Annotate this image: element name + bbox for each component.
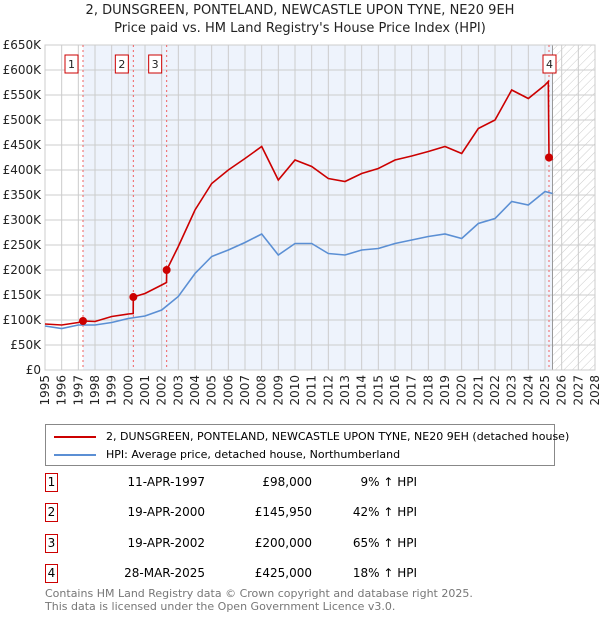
x-tick-label: 2002	[155, 375, 169, 406]
legend-label-hpi: HPI: Average price, detached house, Nort…	[106, 448, 401, 461]
sale-number: 2	[45, 503, 58, 522]
chart-subtitle: Price paid vs. HM Land Registry's House …	[114, 21, 486, 36]
x-tick-label: 2021	[471, 375, 485, 406]
footer-copyright: Contains HM Land Registry data © Crown c…	[45, 587, 473, 600]
y-tick-label: £550K	[3, 88, 43, 102]
sale-hpi-change: 9% ↑ HPI	[360, 475, 417, 489]
sale-label: 3	[152, 58, 159, 71]
sale-price: £98,000	[262, 475, 312, 489]
y-tick-label: £300K	[3, 213, 43, 227]
sale-date: 28-MAR-2025	[124, 566, 205, 580]
y-tick-label: £600K	[3, 63, 43, 77]
legend-item-hpi: HPI: Average price, detached house, Nort…	[54, 448, 400, 461]
y-tick-label: £150K	[3, 288, 43, 302]
sale-label: 1	[68, 58, 75, 71]
x-tick-label: 2013	[338, 375, 352, 406]
sale-number: 1	[45, 473, 58, 492]
x-tick-label: 2001	[138, 375, 152, 406]
x-tick-label: 2018	[421, 375, 435, 406]
y-tick-label: £100K	[3, 313, 43, 327]
sale-hpi-change: 18% ↑ HPI	[352, 566, 417, 580]
sale-row: 4 28-MAR-2025 £425,000 18% ↑ HPI	[45, 564, 445, 584]
sale-row: 3 19-APR-2002 £200,000 65% ↑ HPI	[45, 534, 445, 554]
sale-label-box	[114, 54, 129, 74]
x-tick-label: 2010	[288, 375, 302, 406]
y-tick-label: £500K	[3, 113, 43, 127]
ownership-shading	[83, 45, 553, 370]
x-tick-label: 2000	[121, 375, 135, 406]
x-tick-label: 2003	[171, 375, 185, 406]
x-tick-label: 1995	[38, 375, 52, 406]
legend-item-property: 2, DUNSGREEN, PONTELAND, NEWCASTLE UPON …	[54, 430, 569, 443]
footer-licence: This data is licensed under the Open Gov…	[45, 600, 396, 613]
hpi-line	[44, 190, 553, 330]
sale-date: 11-APR-1997	[127, 475, 205, 489]
x-tick-label: 1996	[55, 375, 69, 406]
x-tick-label: 2028	[588, 375, 600, 406]
sale-row: 1 11-APR-1997 £98,000 9% ↑ HPI	[45, 473, 445, 493]
x-tick-label: 2017	[405, 375, 419, 406]
plot-border	[44, 44, 596, 371]
x-tick-label: 2023	[505, 375, 519, 406]
sale-point	[129, 293, 138, 302]
future-hatch-region	[552, 45, 595, 370]
sale-number: 3	[45, 534, 58, 553]
x-tick-label: 2006	[221, 375, 235, 406]
sale-label: 4	[546, 58, 553, 71]
x-tick-label: 2007	[238, 375, 252, 406]
x-tick-label: 2022	[488, 375, 502, 406]
y-tick-label: £400K	[3, 163, 43, 177]
sale-price: £200,000	[254, 536, 312, 550]
sale-hpi-change: 42% ↑ HPI	[352, 505, 417, 519]
x-tick-label: 2011	[305, 375, 319, 406]
legend: 2, DUNSGREEN, PONTELAND, NEWCASTLE UPON …	[45, 424, 569, 466]
sale-label: 2	[118, 58, 125, 71]
sale-label-box	[148, 54, 163, 74]
chart-title: 2, DUNSGREEN, PONTELAND, NEWCASTLE UPON …	[85, 3, 515, 18]
sale-row: 2 19-APR-2000 £145,950 42% ↑ HPI	[45, 503, 445, 523]
y-tick-label: £200K	[3, 263, 43, 277]
x-tick-label: 2025	[538, 375, 552, 406]
x-tick-label: 2015	[371, 375, 385, 406]
y-tick-label: £50K	[10, 338, 42, 352]
sale-price: £145,950	[254, 505, 312, 519]
x-tick-label: 2014	[355, 375, 369, 406]
sale-label-box	[64, 54, 79, 74]
sale-number: 4	[45, 564, 58, 583]
x-tick-label: 2008	[255, 375, 269, 406]
y-tick-label: £250K	[3, 238, 43, 252]
x-tick-label: 2009	[271, 375, 285, 406]
sale-hpi-change: 65% ↑ HPI	[352, 536, 417, 550]
x-tick-label: 1999	[105, 375, 119, 406]
y-tick-label: £350K	[3, 188, 43, 202]
property-price-line	[44, 79, 553, 326]
x-tick-label: 2026	[555, 375, 569, 406]
sale-price: £425,000	[254, 566, 312, 580]
x-tick-label: 2020	[455, 375, 469, 406]
sale-date: 19-APR-2000	[127, 505, 205, 519]
y-tick-label: £450K	[3, 138, 43, 152]
x-tick-label: 2005	[205, 375, 219, 406]
x-tick-label: 2004	[188, 375, 202, 406]
legend-swatch-blue	[54, 453, 96, 456]
x-tick-label: 2024	[521, 375, 535, 406]
x-tick-label: 1997	[71, 375, 85, 406]
sale-label-box	[542, 54, 557, 74]
x-tick-label: 2012	[321, 375, 335, 406]
sale-point	[162, 266, 171, 274]
legend-label-property: 2, DUNSGREEN, PONTELAND, NEWCASTLE UPON …	[106, 430, 570, 443]
x-tick-label: 2019	[438, 375, 452, 406]
x-tick-label: 1998	[88, 375, 102, 406]
x-tick-label: 2016	[388, 375, 402, 406]
legend-swatch-red	[54, 435, 96, 438]
sale-point	[545, 153, 553, 162]
price-chart: 1995 1996 1997 1998 1999 2000 2001 2002 2003 2004…	[3, 38, 600, 406]
x-tick-label: 2027	[571, 375, 585, 406]
y-tick-label: £0	[26, 363, 41, 377]
y-tick-label: £650K	[3, 38, 43, 52]
sale-date: 19-APR-2002	[127, 536, 205, 550]
sale-point	[79, 317, 87, 325]
